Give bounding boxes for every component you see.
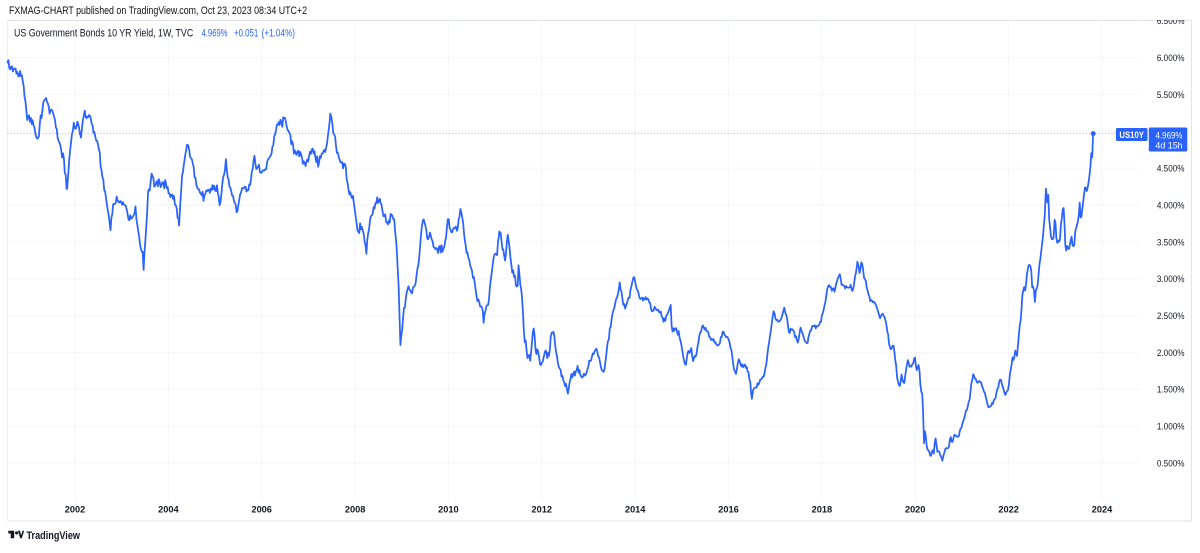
svg-text:2002: 2002: [65, 505, 86, 516]
svg-text:6.500%: 6.500%: [1157, 16, 1185, 27]
svg-text:0.500%: 0.500%: [1157, 458, 1185, 469]
svg-text:US10Y: US10Y: [1119, 130, 1144, 140]
svg-text:1.500%: 1.500%: [1157, 385, 1185, 396]
svg-text:US Government Bonds 10 YR Yiel: US Government Bonds 10 YR Yield, 1W, TVC: [14, 27, 193, 39]
svg-text:2012: 2012: [532, 505, 553, 516]
svg-text:2016: 2016: [718, 505, 739, 516]
svg-text:FXMAG-CHART published on Tradi: FXMAG-CHART published on TradingView.com…: [9, 5, 307, 17]
svg-text:2.000%: 2.000%: [1157, 348, 1185, 359]
svg-text:2020: 2020: [905, 505, 926, 516]
svg-text:2.500%: 2.500%: [1157, 311, 1185, 322]
svg-text:2018: 2018: [812, 505, 833, 516]
svg-text:2008: 2008: [345, 505, 366, 516]
svg-text:(+1.04%): (+1.04%): [262, 27, 295, 39]
svg-text:3.500%: 3.500%: [1157, 237, 1185, 248]
svg-text:4.969%: 4.969%: [1156, 130, 1183, 140]
svg-text:4.969%: 4.969%: [202, 27, 228, 39]
svg-text:2004: 2004: [158, 505, 179, 516]
svg-text:3.000%: 3.000%: [1157, 274, 1185, 285]
svg-text:6.000%: 6.000%: [1157, 53, 1185, 64]
svg-text:4.500%: 4.500%: [1157, 164, 1185, 175]
svg-text:+0.051: +0.051: [234, 27, 258, 39]
svg-text:4.000%: 4.000%: [1157, 200, 1185, 211]
svg-text:2014: 2014: [625, 505, 646, 516]
svg-text:2022: 2022: [998, 505, 1019, 516]
svg-text:2010: 2010: [438, 505, 459, 516]
svg-text:2006: 2006: [251, 505, 272, 516]
svg-text:5.500%: 5.500%: [1157, 90, 1185, 101]
svg-text:TradingView: TradingView: [27, 530, 81, 542]
svg-text:4d 15h: 4d 15h: [1155, 141, 1182, 151]
svg-text:2024: 2024: [1092, 505, 1113, 516]
svg-text:1.000%: 1.000%: [1157, 422, 1185, 433]
